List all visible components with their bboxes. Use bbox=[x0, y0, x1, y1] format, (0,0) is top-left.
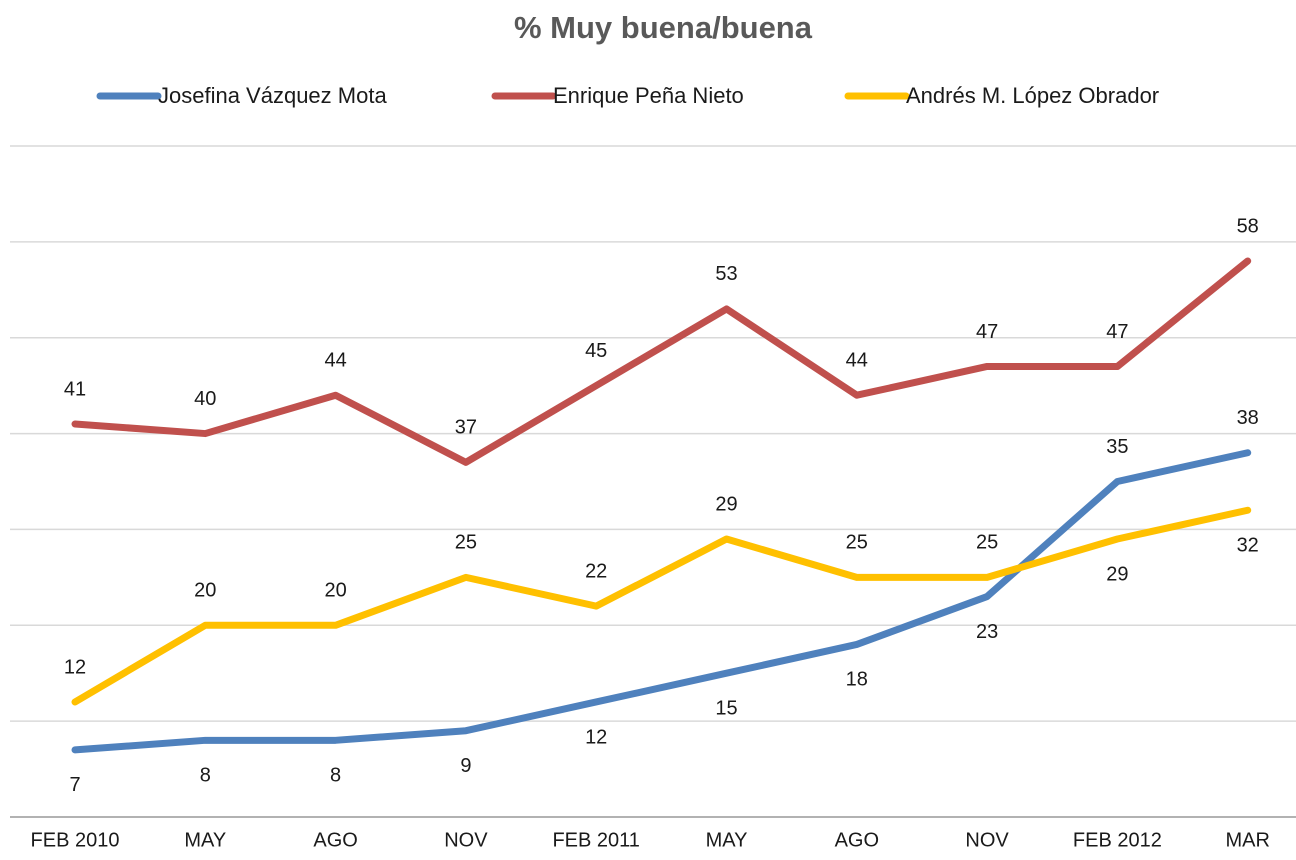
data-label: 12 bbox=[585, 726, 607, 748]
chart-title: % Muy buena/buena bbox=[514, 10, 813, 45]
data-label: 53 bbox=[715, 263, 737, 285]
data-label: 25 bbox=[976, 532, 998, 554]
x-tick-label: MAY bbox=[706, 829, 748, 851]
x-tick-label: MAR bbox=[1225, 829, 1269, 851]
line-series bbox=[71, 257, 1252, 466]
data-label: 8 bbox=[200, 765, 211, 787]
data-label: 44 bbox=[324, 350, 346, 372]
x-tick-label: NOV bbox=[965, 829, 1009, 851]
data-label: 47 bbox=[976, 321, 998, 343]
data-label: 9 bbox=[460, 755, 471, 777]
data-label: 18 bbox=[846, 669, 868, 691]
data-label: 41 bbox=[64, 378, 86, 400]
data-label: 44 bbox=[846, 350, 868, 372]
x-tick-label: AGO bbox=[313, 829, 357, 851]
data-label: 15 bbox=[715, 697, 737, 719]
data-label: 12 bbox=[64, 656, 86, 678]
legend-label: Enrique Peña Nieto bbox=[553, 83, 744, 108]
data-label: 29 bbox=[715, 493, 737, 515]
x-tick-label: FEB 2012 bbox=[1073, 829, 1162, 851]
x-tick-label: FEB 2011 bbox=[552, 829, 639, 851]
data-label: 37 bbox=[455, 417, 477, 439]
data-label: 38 bbox=[1237, 407, 1259, 429]
line-series bbox=[71, 506, 1252, 706]
data-label: 7 bbox=[69, 774, 80, 796]
data-label: 8 bbox=[330, 765, 341, 787]
data-label: 20 bbox=[324, 580, 346, 602]
x-tick-label: MAY bbox=[184, 829, 226, 851]
line-series bbox=[71, 449, 1252, 754]
data-label: 25 bbox=[846, 532, 868, 554]
data-label: 23 bbox=[976, 621, 998, 643]
x-tick-label: FEB 2010 bbox=[31, 829, 120, 851]
x-tick-label: AGO bbox=[835, 829, 879, 851]
data-label: 22 bbox=[585, 560, 607, 582]
data-label: 40 bbox=[194, 388, 216, 410]
data-label: 58 bbox=[1237, 215, 1259, 237]
data-label: 47 bbox=[1106, 321, 1128, 343]
data-label: 20 bbox=[194, 580, 216, 602]
x-tick-label: NOV bbox=[444, 829, 488, 851]
data-label: 35 bbox=[1106, 436, 1128, 458]
legend-label: Andrés M. López Obrador bbox=[906, 83, 1159, 108]
data-label: 45 bbox=[585, 340, 607, 362]
data-label: 29 bbox=[1106, 563, 1128, 585]
legend-label: Josefina Vázquez Mota bbox=[158, 83, 387, 108]
data-label: 25 bbox=[455, 532, 477, 554]
data-label: 32 bbox=[1237, 535, 1259, 557]
